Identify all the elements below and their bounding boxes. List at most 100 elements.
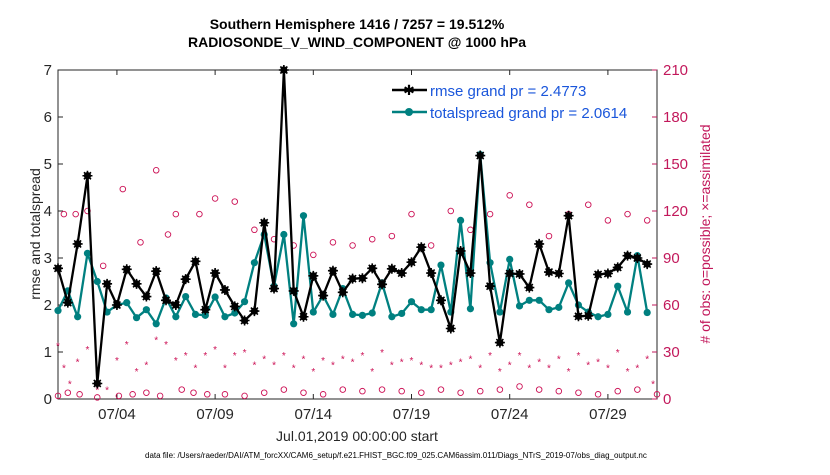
totalspread-point — [211, 293, 219, 301]
totalspread-point — [398, 309, 406, 318]
assimilated-obs-point: * — [459, 357, 463, 368]
possible-obs-point — [614, 387, 621, 395]
possible-obs-point — [437, 386, 445, 393]
possible-obs-point — [280, 386, 288, 393]
rmse-point-star — [435, 295, 446, 306]
totalspread-point — [290, 320, 298, 328]
rmse-point-star — [278, 65, 289, 75]
y-axis-left-label: rmse and totalspread — [27, 168, 43, 300]
x-tick-label: 07/24 — [491, 406, 529, 423]
legend: ✱ rmse grand pr = 2.4773 totalspread gra… — [392, 82, 627, 122]
assimilated-obs-point: * — [262, 354, 266, 365]
assimilated-obs-point: * — [311, 367, 315, 378]
totalspread-point — [93, 277, 101, 286]
y-right-tick-label: 210 — [663, 62, 688, 79]
totalspread-point — [604, 310, 612, 318]
rmse-point-star — [239, 315, 250, 326]
possible-obs-point — [190, 389, 197, 396]
rmse-point-star — [642, 259, 653, 270]
rmse-point-star — [504, 268, 515, 279]
totalspread-point — [74, 313, 82, 321]
possible-obs-point — [119, 185, 127, 193]
rmse-point-star — [180, 274, 191, 285]
possible-obs-point — [115, 392, 123, 400]
totalspread-point — [565, 279, 573, 287]
y-left-tick-label: 5 — [44, 156, 52, 173]
assimilated-obs-point: * — [586, 361, 590, 372]
assimilated-obs-point: * — [429, 364, 433, 375]
x-tick-label: 07/09 — [196, 406, 234, 423]
possible-obs-point — [427, 242, 435, 249]
rmse-point-star — [377, 279, 388, 290]
possible-obs-point — [310, 251, 317, 259]
totalspread-point — [515, 302, 524, 310]
rmse-point-star — [367, 263, 378, 274]
possible-obs-point — [221, 391, 229, 398]
assimilated-obs-point: * — [194, 364, 198, 375]
assimilated-obs-point: * — [233, 351, 237, 362]
possible-obs-point — [555, 387, 563, 395]
possible-obs-point — [457, 389, 464, 396]
totalspread-point — [407, 298, 416, 306]
assimilated-obs-point: * — [390, 361, 394, 372]
totalspread-point — [182, 292, 190, 301]
possible-obs-point — [575, 389, 582, 396]
rmse-point-star — [111, 300, 122, 310]
assimilated-obs-point: * — [203, 351, 207, 362]
y-right-tick-label: 150 — [663, 156, 688, 173]
rmse-point-star — [259, 217, 270, 228]
rmse-point-star — [543, 267, 554, 278]
assimilated-obs-point: * — [331, 361, 335, 372]
assimilated-obs-point: * — [645, 354, 649, 365]
possible-obs-point — [506, 192, 513, 199]
totalspread-point — [535, 296, 543, 304]
assimilated-obs-point: * — [518, 351, 522, 362]
totalspread-point — [437, 261, 445, 269]
rmse-point-star — [92, 378, 103, 389]
assimilated-obs-point: * — [174, 356, 178, 367]
totalspread-point — [221, 313, 229, 321]
assimilated-obs-point: * — [439, 364, 443, 375]
assimilated-obs-point: * — [606, 364, 610, 375]
plot-area — [57, 69, 658, 400]
totalspread-point — [545, 306, 553, 314]
assimilated-obs-point: * — [115, 356, 119, 367]
rmse-point-star — [308, 270, 319, 281]
possible-obs-point — [211, 195, 219, 202]
rmse-point-star — [327, 265, 338, 276]
possible-obs-point — [172, 210, 180, 218]
possible-obs-point — [64, 389, 72, 396]
possible-obs-point — [164, 231, 172, 238]
totalspread-point — [594, 313, 602, 321]
totalspread-point — [358, 311, 367, 319]
rmse-point-star — [269, 283, 280, 294]
totalspread-point — [172, 313, 180, 321]
possible-obs-point — [653, 391, 661, 398]
rmse-point-star — [573, 311, 584, 322]
totalspread-point — [309, 308, 317, 316]
rmse-point-star — [632, 253, 643, 263]
possible-obs-point — [137, 239, 144, 246]
assimilated-obs-point: * — [527, 364, 531, 375]
rmse-point-star — [386, 263, 397, 274]
rmse-point-star — [161, 295, 172, 306]
assimilated-obs-point: * — [616, 348, 620, 359]
assimilated-obs-point: * — [537, 357, 541, 368]
possible-obs-point — [178, 386, 185, 393]
rmse-point-star — [318, 290, 329, 301]
rmse-point-star — [170, 300, 181, 310]
possible-obs-point — [204, 391, 211, 398]
possible-obs-point — [476, 387, 484, 395]
assimilated-obs-point: * — [567, 367, 571, 378]
rmse-point-star — [602, 268, 613, 279]
assimilated-obs-point: * — [272, 361, 276, 372]
legend-spread-label: totalspread grand pr = 2.0614 — [430, 105, 627, 122]
assimilated-obs-point: * — [282, 351, 286, 362]
totalspread-point — [496, 308, 504, 316]
y-right-tick-label: 90 — [663, 250, 680, 267]
possible-obs-point — [156, 392, 164, 400]
assimilated-obs-point: * — [144, 361, 148, 372]
possible-obs-point — [545, 232, 553, 240]
possible-obs-point — [388, 232, 396, 240]
rmse-point-star — [210, 268, 221, 279]
